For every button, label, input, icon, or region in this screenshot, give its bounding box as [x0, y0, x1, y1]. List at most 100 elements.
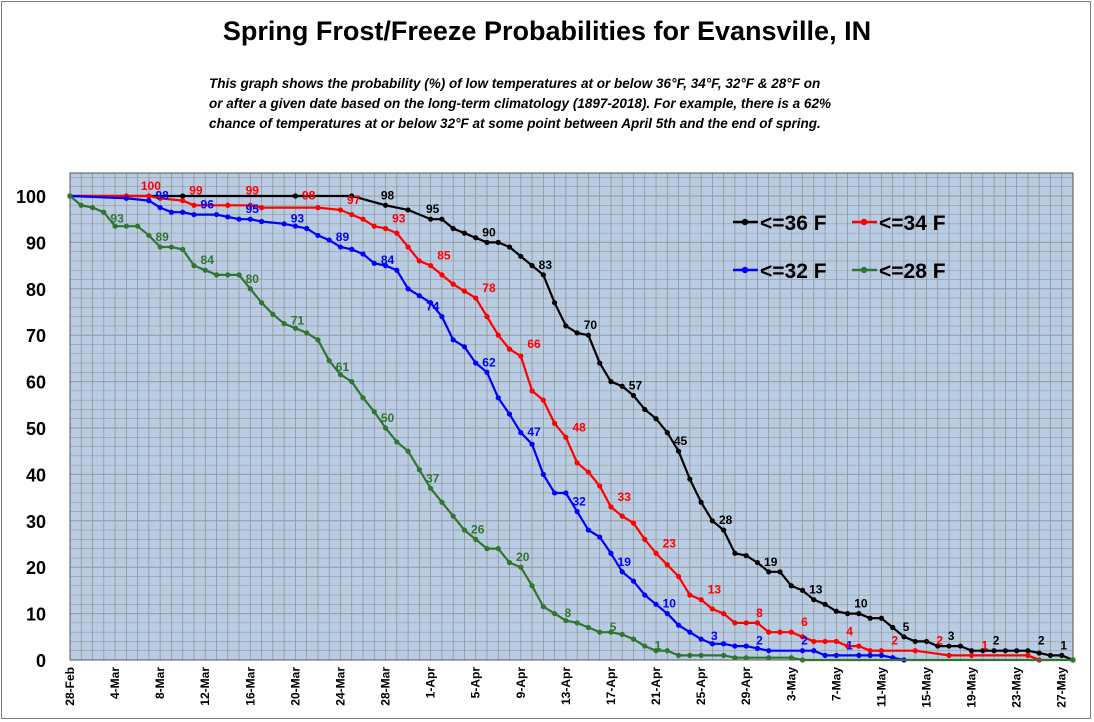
data-point: [247, 286, 253, 292]
data-point: [721, 652, 727, 658]
data-point: [968, 648, 975, 654]
data-point: [529, 583, 535, 589]
data-point: [608, 504, 614, 510]
data-point: [382, 202, 389, 208]
data-point: [608, 379, 614, 385]
data-point: [484, 314, 490, 320]
data-point: [630, 578, 637, 584]
series-line: [70, 194, 1074, 662]
data-point: [439, 272, 445, 278]
data-label: 99: [189, 184, 203, 198]
data-point: [326, 237, 332, 243]
data-point: [675, 448, 682, 454]
data-point: [360, 216, 366, 222]
data-point: [168, 209, 175, 215]
data-point: [653, 416, 659, 422]
data-point: [642, 536, 648, 542]
data-point: [935, 643, 941, 649]
data-label: 1: [846, 638, 853, 652]
data-point: [157, 205, 163, 211]
x-tick-label: 17-Apr: [604, 667, 618, 705]
y-tick-label: 40: [26, 465, 46, 485]
data-point: [540, 397, 546, 403]
data-point: [506, 411, 513, 417]
legend-marker: [741, 266, 749, 274]
data-point: [67, 193, 73, 199]
data-point: [675, 652, 682, 658]
data-label: 71: [291, 314, 305, 328]
data-point: [597, 534, 603, 540]
subtitle-line: chance of temperatures at or below 32°F …: [209, 116, 821, 131]
data-point: [360, 395, 366, 401]
data-label: 8: [756, 606, 763, 620]
data-point: [597, 360, 603, 366]
data-point: [732, 550, 738, 556]
subtitle-line: or after a given date based on the long-…: [209, 96, 831, 111]
data-point: [450, 337, 456, 343]
legend-marker: [860, 218, 868, 226]
data-point: [405, 207, 411, 213]
data-point: [1014, 648, 1020, 654]
data-point: [721, 527, 727, 533]
data-point: [732, 643, 738, 649]
x-tick-label: 23-May: [1010, 667, 1024, 708]
data-point: [822, 652, 828, 658]
data-point: [518, 430, 524, 436]
data-point: [495, 332, 501, 338]
data-point: [709, 518, 715, 524]
data-point: [315, 337, 321, 343]
legend: <=36 F <=34 F <=32 F <=28 F: [733, 212, 946, 283]
data-point: [563, 490, 569, 496]
x-tick-label: 29-Apr: [739, 667, 753, 705]
data-label: 96: [201, 198, 215, 212]
data-point: [416, 293, 422, 299]
data-point: [923, 638, 930, 645]
data-point: [698, 597, 704, 603]
data-label: 57: [629, 379, 643, 393]
data-point: [439, 499, 445, 505]
data-point: [709, 641, 715, 647]
data-point: [484, 239, 490, 245]
x-tick-label: 25-Apr: [694, 667, 708, 705]
data-point: [495, 395, 501, 401]
data-point: [473, 235, 479, 241]
data-label: 2: [993, 634, 1000, 648]
y-tick-label: 60: [26, 373, 46, 393]
data-point: [1059, 652, 1065, 658]
x-tick-label: 20-Mar: [288, 667, 302, 706]
data-label: 93: [291, 211, 305, 225]
chart-title: Spring Frost/Freeze Probabilities for Ev…: [222, 16, 872, 46]
data-point: [123, 195, 129, 201]
data-point: [529, 441, 535, 447]
x-tick-label: 5-Apr: [469, 667, 483, 699]
data-point: [709, 606, 715, 612]
data-point: [664, 611, 670, 617]
data-point: [878, 648, 885, 654]
data-label: 98: [381, 188, 395, 202]
data-label: 5: [610, 620, 617, 634]
data-point: [495, 239, 501, 245]
data-point: [574, 330, 580, 336]
data-point: [394, 267, 400, 273]
data-label: 1: [655, 638, 662, 652]
data-point: [371, 260, 377, 266]
data-point: [123, 223, 129, 229]
data-point: [292, 193, 298, 199]
data-point: [518, 253, 524, 259]
data-point: [191, 202, 197, 208]
data-point: [394, 230, 400, 236]
data-point: [428, 485, 434, 491]
data-point: [1047, 652, 1054, 658]
data-point: [326, 358, 332, 364]
data-point: [135, 223, 141, 229]
data-point: [416, 467, 422, 473]
data-point: [799, 648, 806, 654]
data-point: [405, 244, 411, 250]
data-point: [799, 587, 806, 594]
data-label: 74: [426, 300, 440, 314]
